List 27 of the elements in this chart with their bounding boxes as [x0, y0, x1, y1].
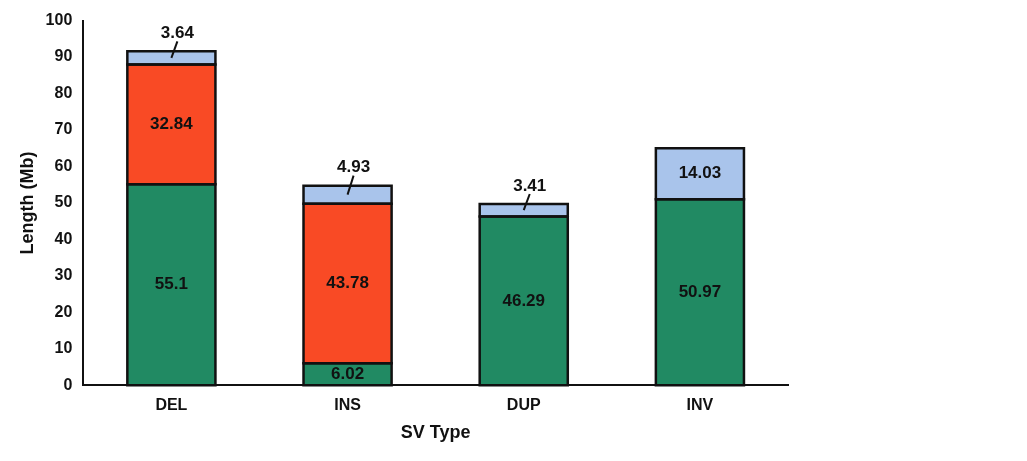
y-tick-label: 100 — [45, 11, 73, 29]
data-label: 3.41 — [513, 175, 547, 195]
x-axis-title: SV Type — [400, 422, 471, 443]
y-tick-label: 60 — [54, 156, 73, 174]
data-label: 43.78 — [326, 273, 369, 293]
y-tick-label: 70 — [54, 120, 73, 138]
x-tick-label: DUP — [506, 396, 541, 414]
y-tick-label: 50 — [54, 193, 73, 211]
x-tick-label: DEL — [155, 396, 188, 414]
data-label: 3.64 — [160, 22, 195, 42]
y-tick-label: 40 — [54, 229, 73, 247]
x-tick-label: INV — [686, 396, 714, 414]
y-tick-label: 80 — [54, 83, 73, 101]
y-tick-label: 0 — [63, 375, 73, 393]
data-label: 4.93 — [337, 157, 371, 177]
y-tick-label: 90 — [54, 47, 73, 65]
y-axis-title: Length (Mb) — [16, 151, 37, 255]
x-tick-label: INS — [334, 396, 362, 414]
data-label: 32.84 — [150, 114, 194, 134]
data-label: 6.02 — [331, 363, 365, 383]
y-tick-label: 20 — [54, 302, 73, 320]
data-label: 46.29 — [502, 290, 546, 310]
data-label: 55.1 — [154, 274, 188, 294]
y-tick-label: 10 — [54, 339, 73, 357]
data-label: 50.97 — [678, 281, 722, 301]
y-tick-label: 30 — [54, 266, 73, 284]
data-label: 14.03 — [678, 163, 722, 183]
